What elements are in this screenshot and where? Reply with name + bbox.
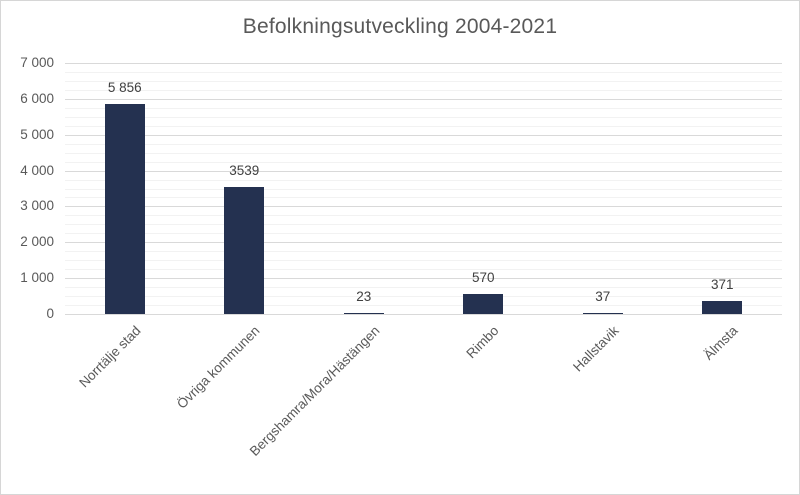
minor-gridline bbox=[65, 296, 782, 298]
minor-gridline bbox=[65, 215, 782, 217]
minor-gridline bbox=[65, 161, 782, 163]
minor-gridline bbox=[65, 152, 782, 154]
minor-gridline bbox=[65, 80, 782, 82]
major-gridline bbox=[65, 314, 782, 315]
minor-gridline bbox=[65, 287, 782, 289]
major-gridline bbox=[65, 206, 782, 208]
bar-rimbo bbox=[463, 293, 504, 314]
minor-gridline bbox=[65, 260, 782, 262]
y-axis-tick-label: 2 000 bbox=[20, 234, 54, 250]
minor-gridline bbox=[65, 107, 782, 109]
bar-norrtälje-stad bbox=[104, 104, 145, 314]
major-gridline bbox=[65, 170, 782, 172]
minor-gridline bbox=[65, 224, 782, 226]
major-gridline bbox=[65, 63, 782, 64]
minor-gridline bbox=[65, 143, 782, 145]
bar-value-label: 23 bbox=[356, 289, 372, 305]
minor-gridline bbox=[65, 179, 782, 181]
major-gridline bbox=[65, 134, 782, 136]
minor-gridline bbox=[65, 233, 782, 235]
y-axis-tick-label: 3 000 bbox=[20, 198, 54, 214]
minor-gridline bbox=[65, 251, 782, 253]
major-gridline bbox=[65, 278, 782, 280]
major-gridline bbox=[65, 98, 782, 100]
bar-value-label: 5 856 bbox=[107, 80, 142, 96]
bar-övriga-kommunen bbox=[224, 187, 265, 314]
y-axis-tick-label: 7 000 bbox=[20, 55, 54, 70]
minor-gridline bbox=[65, 269, 782, 271]
bar-hallstavik bbox=[582, 312, 623, 314]
minor-gridline bbox=[65, 116, 782, 118]
minor-gridline bbox=[65, 197, 782, 199]
minor-gridline bbox=[65, 71, 782, 73]
bar-älmsta bbox=[702, 300, 743, 314]
bar-value-label: 570 bbox=[471, 269, 495, 285]
chart-title: Befolkningsutveckling 2004-2021 bbox=[242, 15, 558, 38]
y-axis-tick-label: 1 000 bbox=[20, 270, 54, 286]
bar-value-label: 37 bbox=[595, 288, 611, 304]
minor-gridline bbox=[65, 305, 782, 307]
bar-bergshamra-mora-hästängen bbox=[343, 313, 384, 314]
minor-gridline bbox=[65, 188, 782, 190]
y-axis-tick-label: 4 000 bbox=[20, 162, 54, 178]
major-gridline bbox=[65, 242, 782, 244]
y-axis-tick-label: 0 bbox=[46, 306, 54, 321]
minor-gridline bbox=[65, 125, 782, 127]
y-axis-tick-label: 5 000 bbox=[20, 126, 54, 142]
minor-gridline bbox=[65, 89, 782, 91]
y-axis-tick-label: 6 000 bbox=[20, 90, 54, 106]
bar-value-label: 3539 bbox=[229, 163, 260, 179]
bar-value-label: 371 bbox=[710, 276, 734, 292]
